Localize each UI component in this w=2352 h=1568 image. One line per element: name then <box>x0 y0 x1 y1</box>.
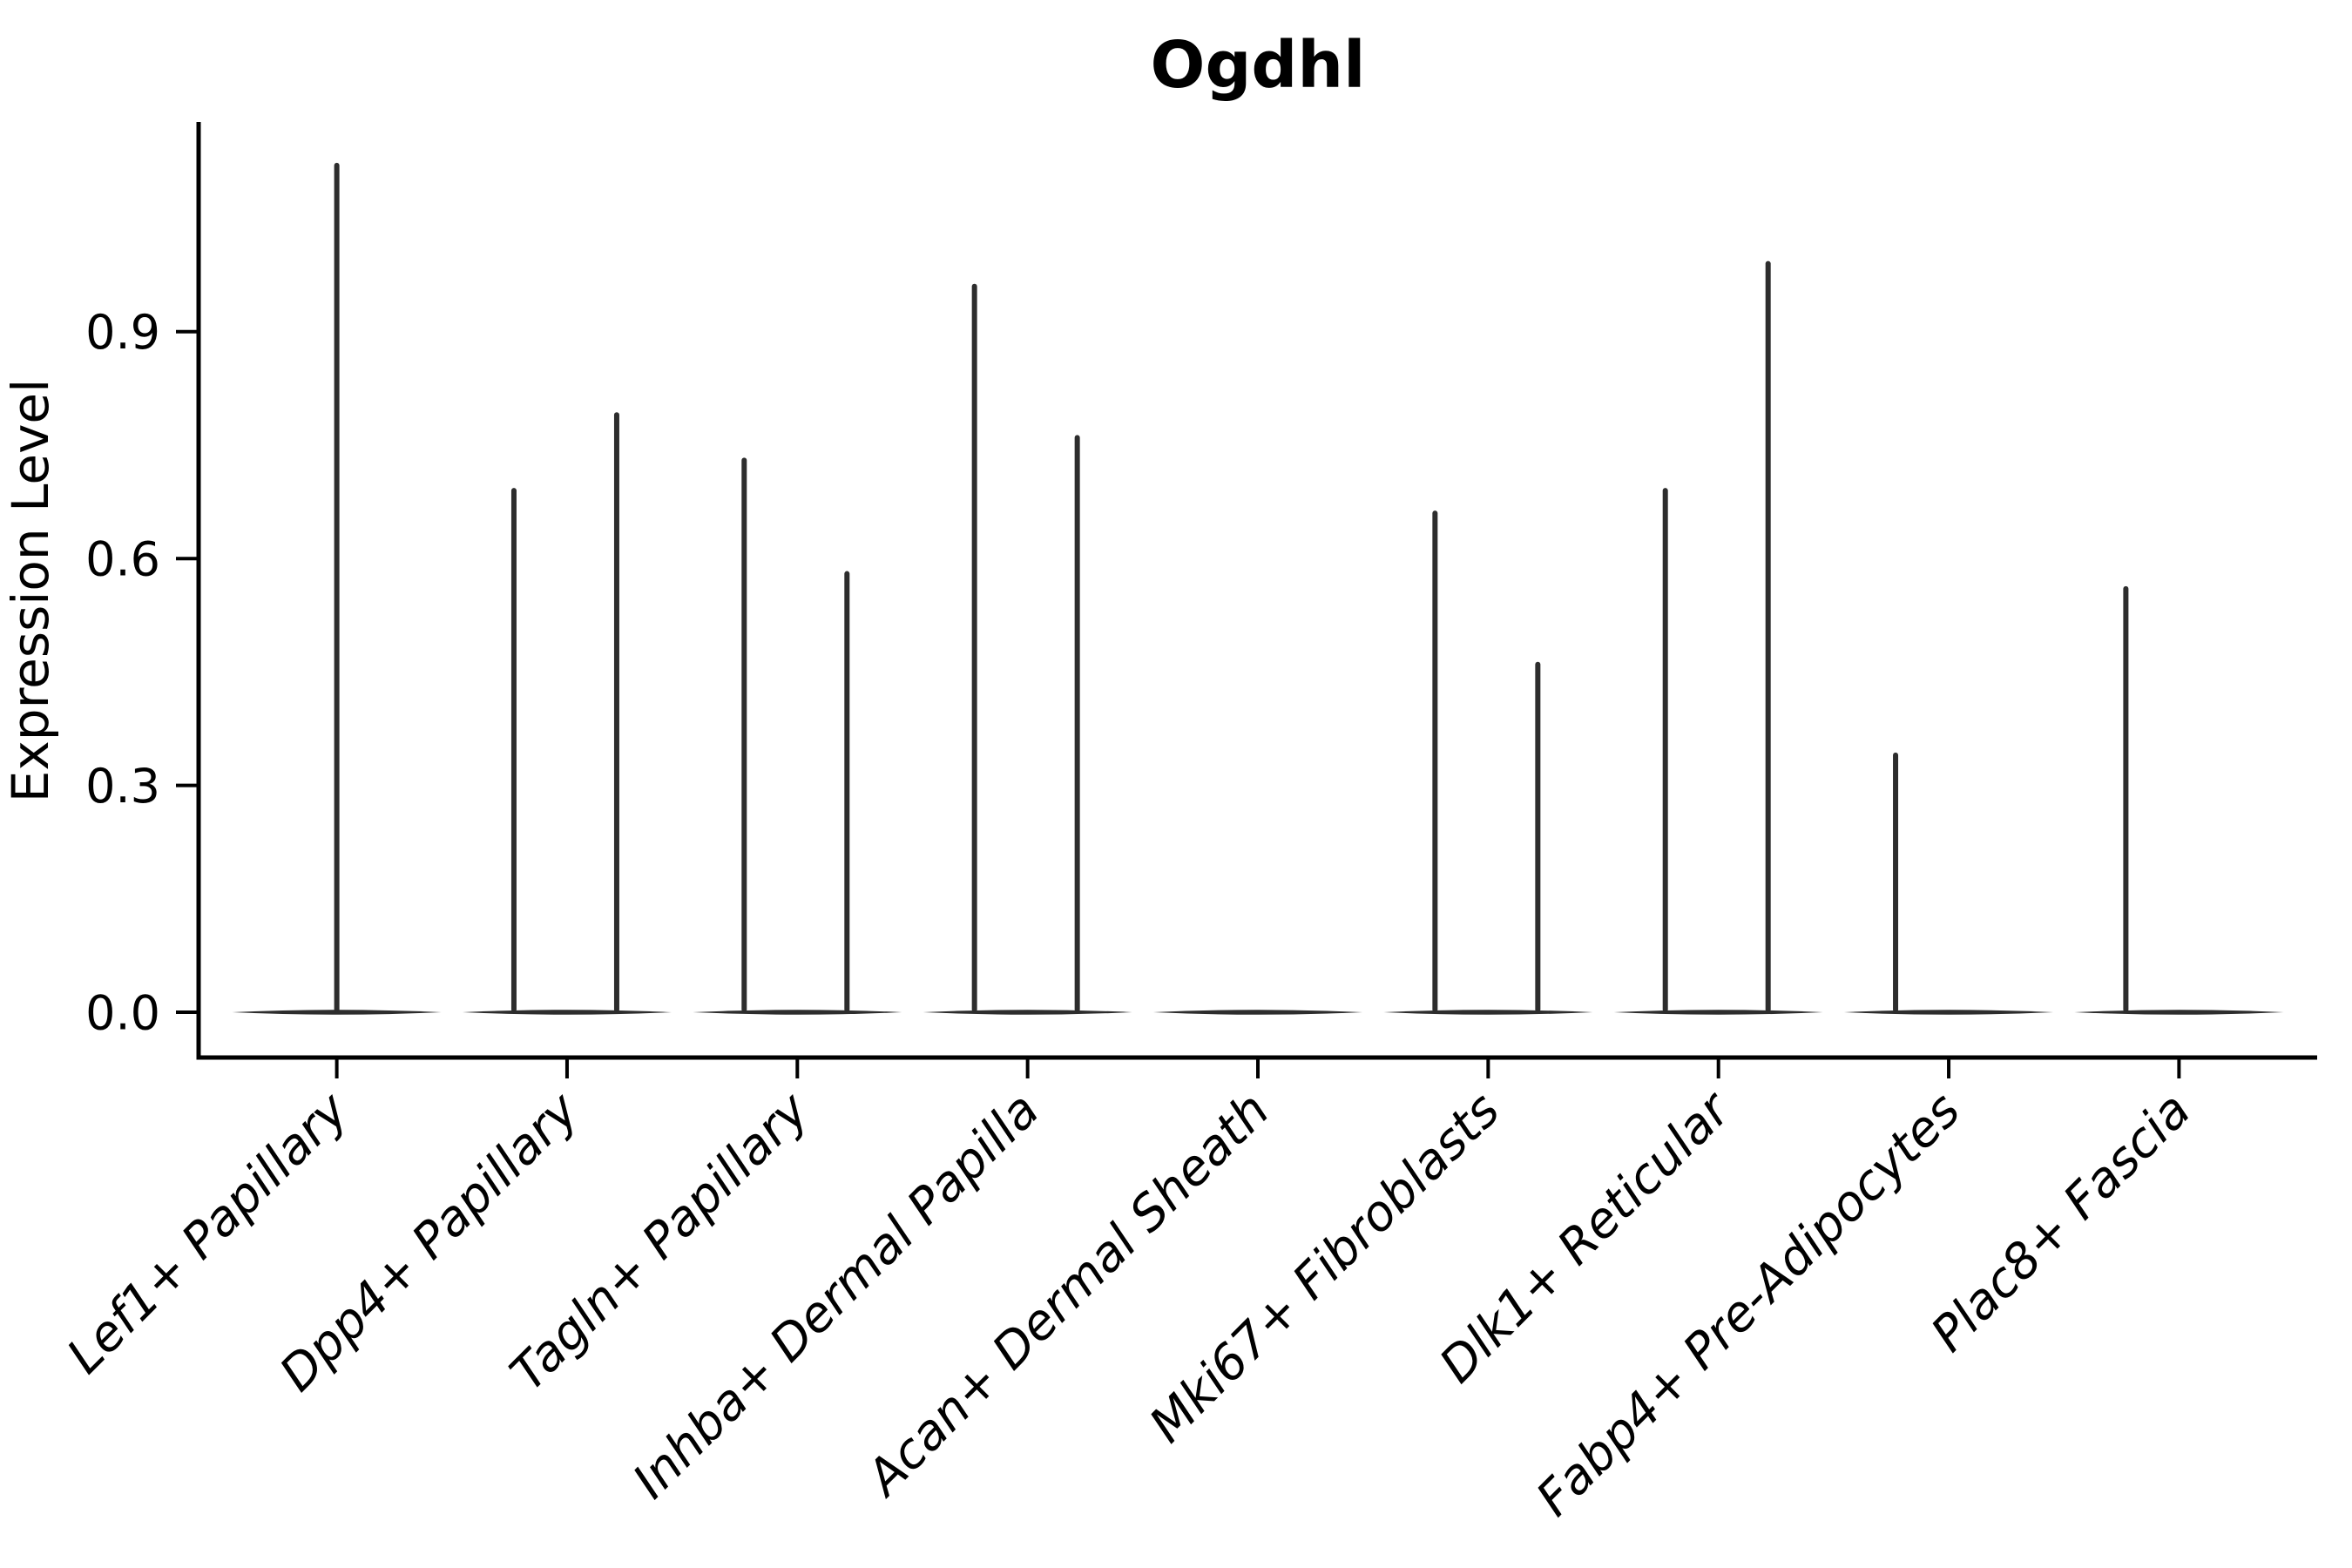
y-tick-label-0-6: 0.6 <box>85 532 160 587</box>
x-tick-label-acan-dermal-sheath: Acan+ Dermal Sheath <box>855 1082 1281 1508</box>
violin-body-fabp4-pre-adipocytes <box>1844 1010 2054 1015</box>
chart-title: Ogdhl <box>1151 28 1366 103</box>
y-tick-label-0-0: 0.0 <box>85 985 160 1040</box>
violin-body-plac8-fascia <box>2074 1010 2284 1015</box>
violin-body-acan-dermal-sheath <box>1153 1010 1362 1015</box>
y-axis-title: Expression Level <box>1 379 60 802</box>
y-tick-label-0-9: 0.9 <box>85 305 160 360</box>
violin-body-tagln-papillary <box>693 1010 902 1015</box>
x-tick-label-fabp4-pre-adipocytes: Fabp4+ Pre-Adipocytes <box>1526 1082 1971 1527</box>
violin-body-dpp4-papillary <box>462 1010 672 1015</box>
violin-body-mki67-fibroblasts <box>1383 1010 1593 1015</box>
x-tick-label-inhba-dermal-papilla: Inhba+ Dermal Papilla <box>622 1082 1050 1510</box>
violin-body-dlk1-reticular <box>1613 1010 1823 1015</box>
violin-body-inhba-dermal-papilla <box>923 1010 1132 1015</box>
y-tick-label-0-3: 0.3 <box>85 759 160 814</box>
